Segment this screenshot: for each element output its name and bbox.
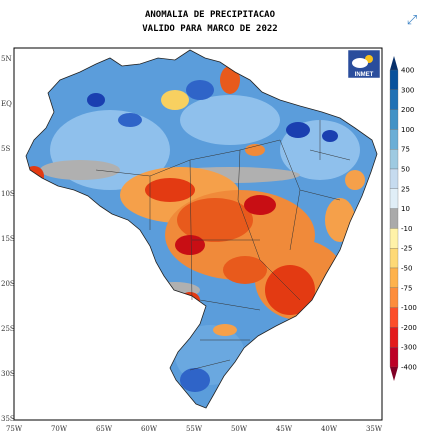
svg-text:45W: 45W (276, 425, 293, 433)
colorbar-label: -10 (401, 225, 412, 233)
colorbar-label: 75 (401, 146, 410, 154)
colorbar-segment (389, 208, 399, 229)
colorbar-label: -300 (401, 344, 417, 352)
lat-labels: 5N EQ 5S 10S 15S 20S 25S 30S 35S (1, 55, 15, 423)
svg-text:5N: 5N (1, 55, 12, 63)
colorbar-label: 10 (401, 205, 410, 213)
svg-text:10S: 10S (1, 190, 15, 198)
svg-text:30S: 30S (1, 370, 15, 378)
svg-text:25S: 25S (1, 325, 15, 333)
colorbar-segment (389, 168, 399, 189)
colorbar-label: 50 (401, 166, 410, 174)
colorbar-segment (389, 327, 399, 348)
colorbar-segment (389, 109, 399, 130)
colorbar-segment (389, 149, 399, 170)
inmet-logo: INMET (347, 49, 381, 79)
svg-text:35W: 35W (366, 425, 383, 433)
colorbar-segment (389, 89, 399, 110)
svg-text:20S: 20S (1, 280, 15, 288)
map-title: ANOMALIA DE PRECIPITACAO (144, 10, 276, 20)
colorbar-label: -25 (401, 245, 412, 253)
colorbar-label: -50 (401, 265, 412, 273)
colorbar-label: -100 (401, 304, 417, 312)
svg-text:EQ: EQ (1, 100, 12, 108)
svg-text:35S: 35S (1, 415, 15, 423)
colorbar-segment (389, 287, 399, 308)
colorbar-label: 100 (401, 126, 414, 134)
svg-text:40W: 40W (321, 425, 338, 433)
svg-text:60W: 60W (141, 425, 158, 433)
expand-icon[interactable]: ⤢ (406, 13, 418, 28)
colorbar-label: 400 (401, 67, 414, 75)
colorbar-segment (389, 307, 399, 328)
colorbar-segment (389, 347, 399, 368)
svg-text:15S: 15S (1, 235, 15, 243)
svg-text:65W: 65W (96, 425, 113, 433)
colorbar-segment (389, 228, 399, 249)
colorbar-label: -200 (401, 324, 417, 332)
svg-text:5S: 5S (1, 145, 10, 153)
svg-text:70W: 70W (51, 425, 68, 433)
colorbar-label: 200 (401, 106, 414, 114)
state-borders (95, 120, 351, 371)
colorbar-segment (389, 267, 399, 288)
lon-labels: 75W 70W 65W 60W 55W 50W 45W 40W 35W (6, 425, 383, 433)
map-subtitle: VALIDO PARA MARCO DE 2022 (142, 24, 278, 34)
svg-text:75W: 75W (6, 425, 23, 433)
svg-text:INMET: INMET (355, 72, 374, 78)
colorbar: 400 300 200 100 75 50 25 10 -10 -25 -50 -75 -100 -200… (389, 56, 417, 381)
colorbar-label: -75 (401, 284, 412, 292)
colorbar-top-arrow (390, 56, 398, 70)
svg-text:55W: 55W (186, 425, 203, 433)
colorbar-label: -400 (401, 364, 417, 372)
colorbar-segment (389, 69, 399, 90)
colorbar-label: 300 (401, 86, 414, 94)
svg-text:50W: 50W (231, 425, 248, 433)
colorbar-label: 25 (401, 185, 410, 193)
colorbar-segment (389, 129, 399, 150)
colorbar-segment (389, 188, 399, 209)
colorbar-bottom-arrow (390, 367, 398, 381)
colorbar-segment (389, 248, 399, 269)
